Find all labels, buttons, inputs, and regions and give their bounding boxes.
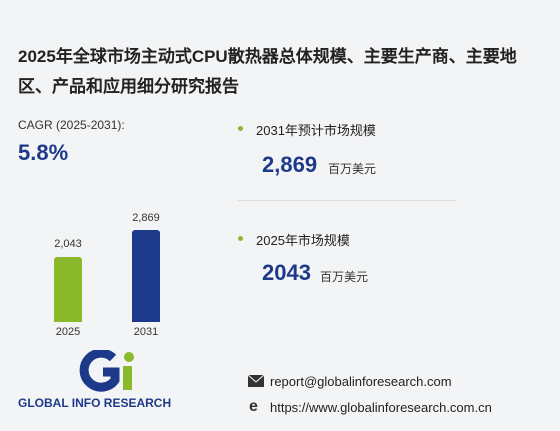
email: report@globalinforesearch.com <box>270 374 452 389</box>
logo-dot <box>124 352 134 362</box>
value-label: 2,043 <box>54 238 82 251</box>
logo-mark <box>79 350 134 392</box>
stat-unit: 百万美元 <box>328 162 377 176</box>
cagr-label: CAGR (2025-2031): <box>18 118 125 132</box>
x-tick-label: 2031 <box>133 326 159 338</box>
stat-label: 2031年预计市场规模 <box>256 123 376 138</box>
stat-label: 2025年市场规模 <box>256 233 350 248</box>
bar <box>54 256 82 322</box>
stat-unit: 百万美元 <box>320 270 369 284</box>
bar-chart: 2,043 2025 2,869 2031 <box>0 0 230 431</box>
bar <box>132 230 160 322</box>
bullet <box>238 126 243 131</box>
x-tick-label: 2025 <box>55 326 81 338</box>
divider <box>238 200 456 201</box>
logo-text: GLOBAL INFO RESEARCH <box>18 396 172 410</box>
svg-text:e: e <box>249 398 258 414</box>
logo-i <box>123 366 132 390</box>
email-icon <box>248 375 264 387</box>
web-icon: e <box>249 398 258 414</box>
stat-value: 2043 <box>262 260 311 285</box>
stat-value: 2,869 <box>262 152 318 177</box>
website: https://www.globalinforesearch.com.cn <box>270 400 492 415</box>
cagr-value: 5.8% <box>18 140 69 165</box>
value-label: 2,869 <box>132 212 160 224</box>
bullet <box>238 236 243 241</box>
logo-g <box>79 350 120 392</box>
title: 2025年全球市场主动式CPU散热器总体规模、主要生产商、主要地区、产品和应用细… <box>18 47 517 96</box>
